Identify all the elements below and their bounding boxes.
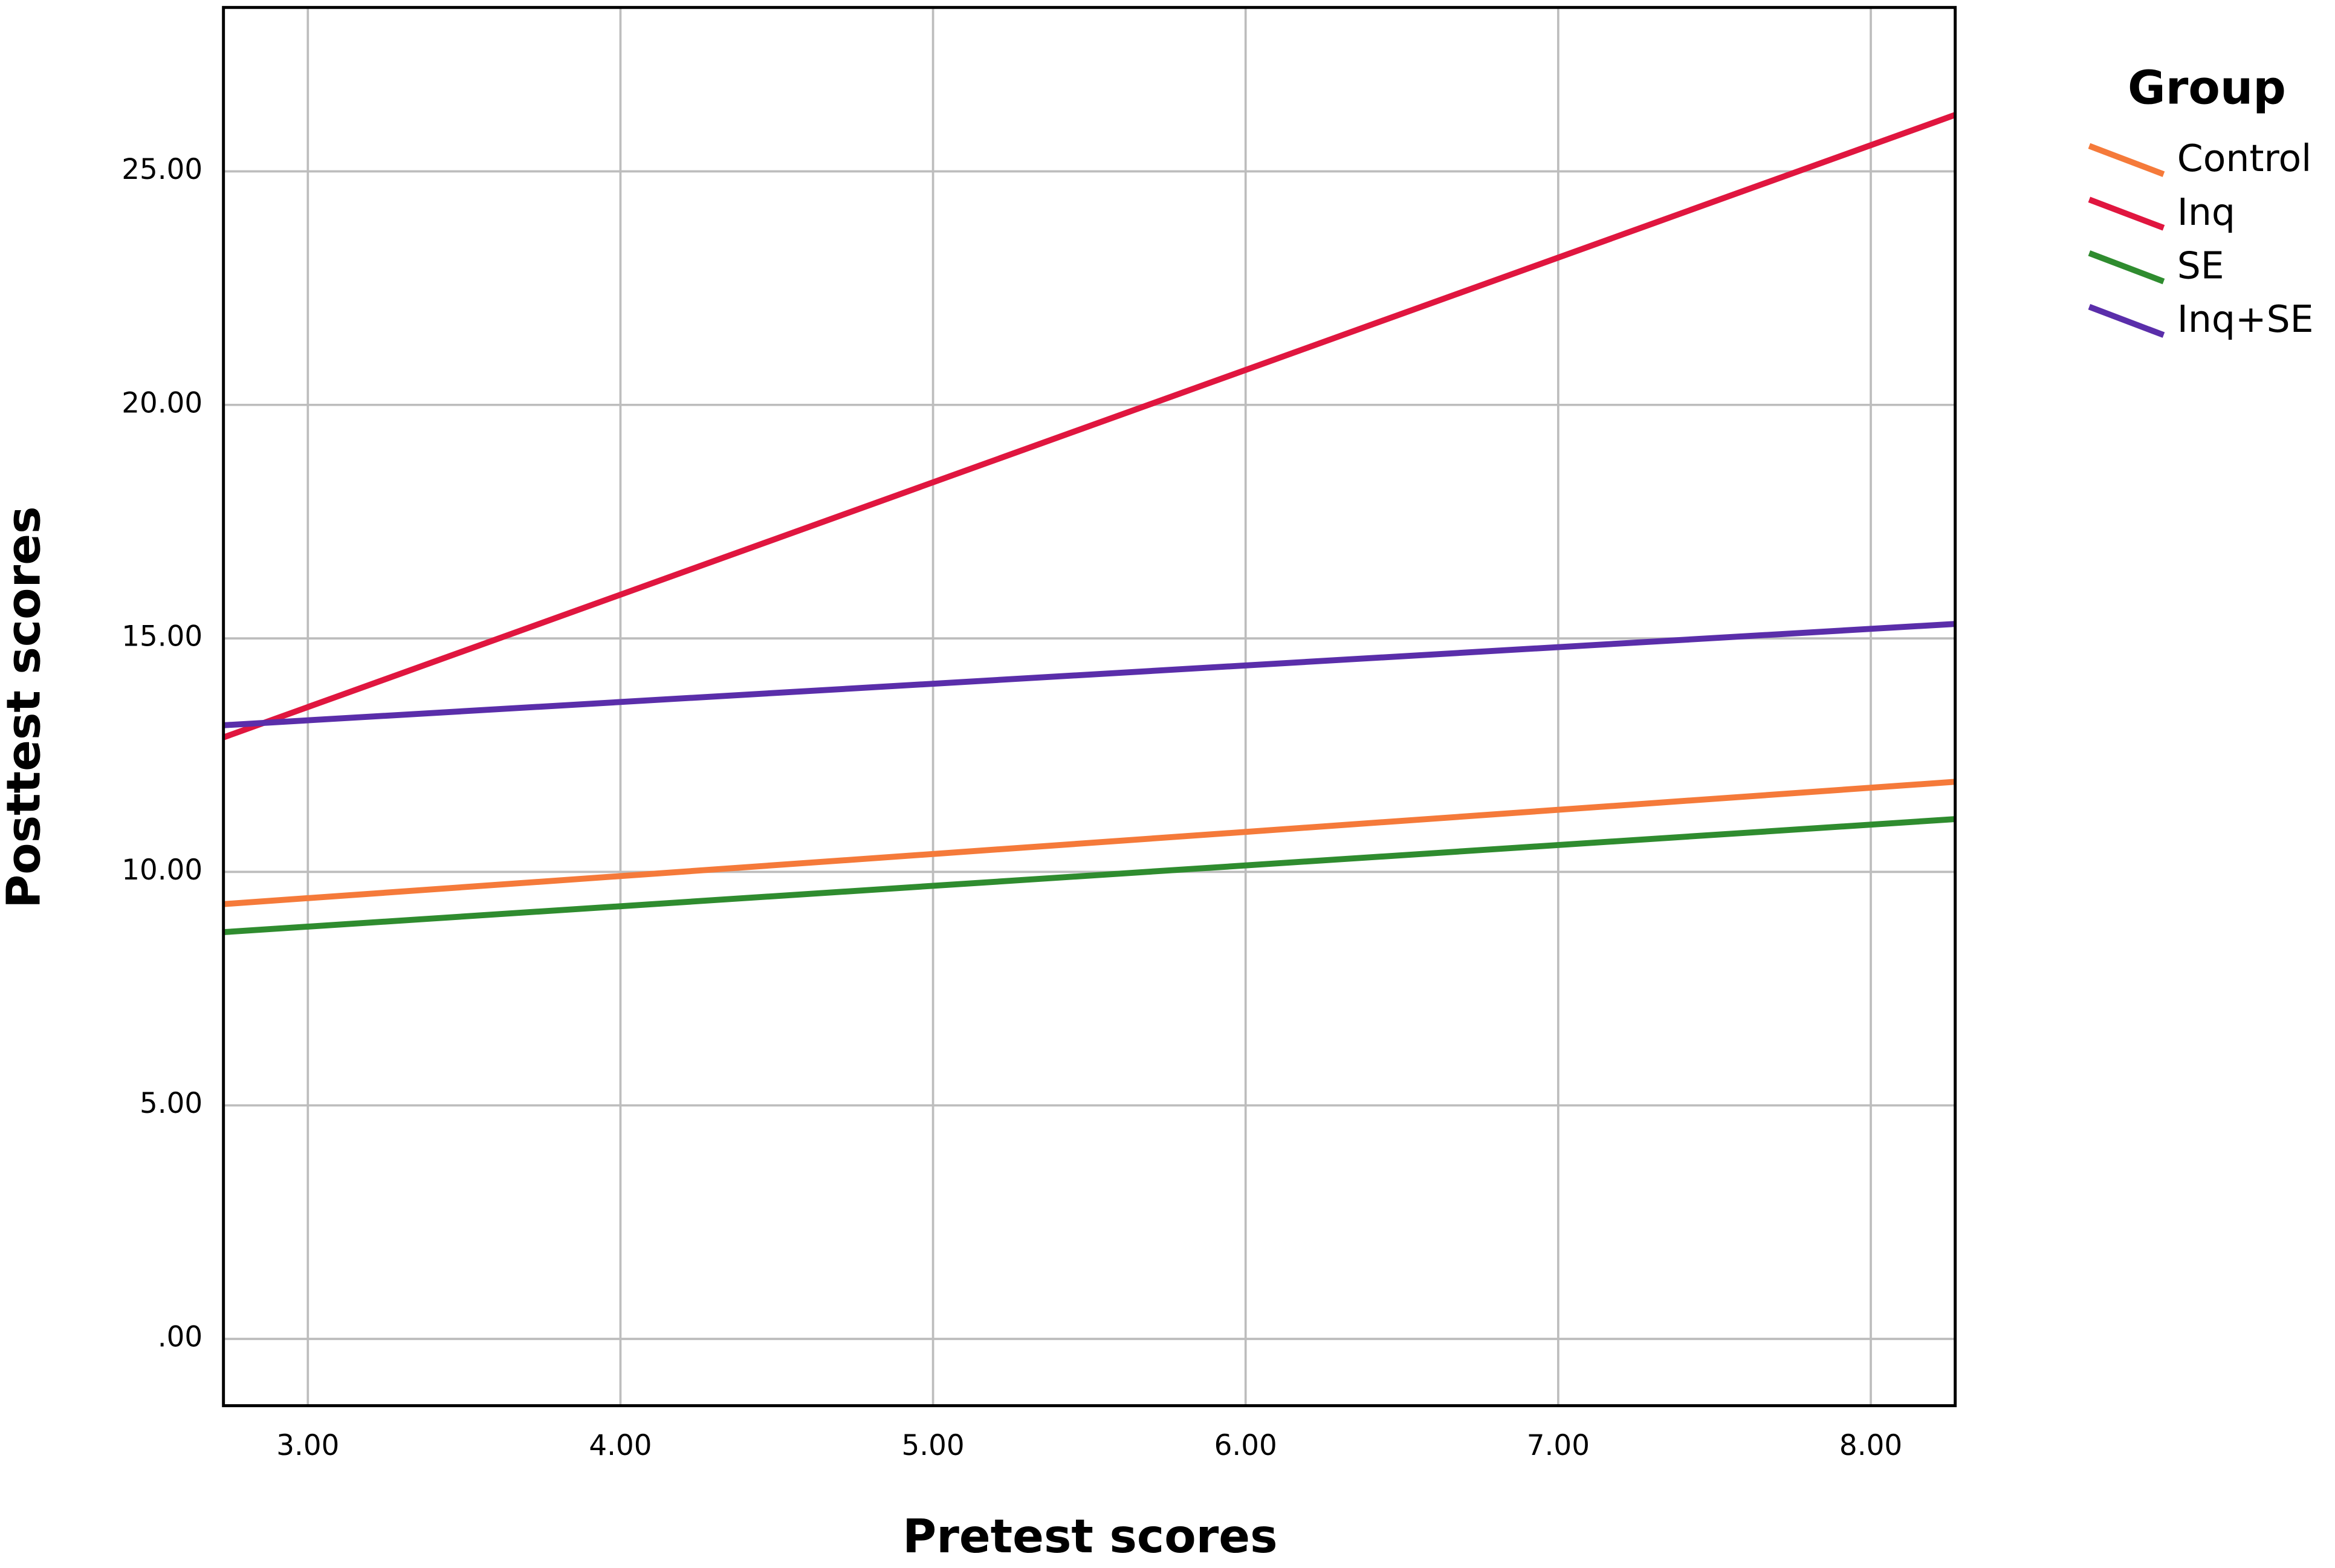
x-tick-label: 7.00	[1527, 1430, 1590, 1462]
x-tick-label: 4.00	[589, 1430, 652, 1462]
legend-swatch	[2088, 196, 2165, 231]
series-line	[223, 779, 1956, 907]
y-axis-label: Posttest scores	[0, 506, 51, 908]
legend-swatch	[2088, 250, 2165, 285]
y-tick-label: 20.00	[121, 387, 202, 420]
x-tick-label: 6.00	[1214, 1430, 1277, 1462]
series-line	[223, 621, 1955, 728]
y-tick-label: 5.00	[140, 1087, 202, 1120]
x-tick-label: 3.00	[276, 1430, 339, 1462]
x-axis-label: Pretest scores	[902, 1510, 1277, 1564]
y-tick-label: 15.00	[121, 621, 202, 653]
legend-label: Inq	[2177, 190, 2235, 234]
y-tick-label: .00	[158, 1321, 202, 1354]
series-line	[222, 112, 1957, 740]
plot-frame	[222, 5, 1957, 1407]
legend-title: Group	[2128, 61, 2286, 115]
x-tick-label: 5.00	[901, 1430, 964, 1462]
legend-label: Inq+SE	[2177, 297, 2314, 341]
x-tick-label: 8.00	[1839, 1430, 1902, 1462]
legend-swatch	[2088, 303, 2165, 338]
y-tick-label: 25.00	[121, 154, 202, 186]
legend-label: SE	[2177, 244, 2224, 287]
legend-label: Control	[2177, 137, 2312, 180]
grid	[223, 7, 1955, 1406]
y-tick-label: 10.00	[121, 854, 202, 887]
series-line	[223, 816, 1955, 935]
plot-lines	[222, 112, 1957, 935]
legend-swatch	[2088, 143, 2165, 177]
